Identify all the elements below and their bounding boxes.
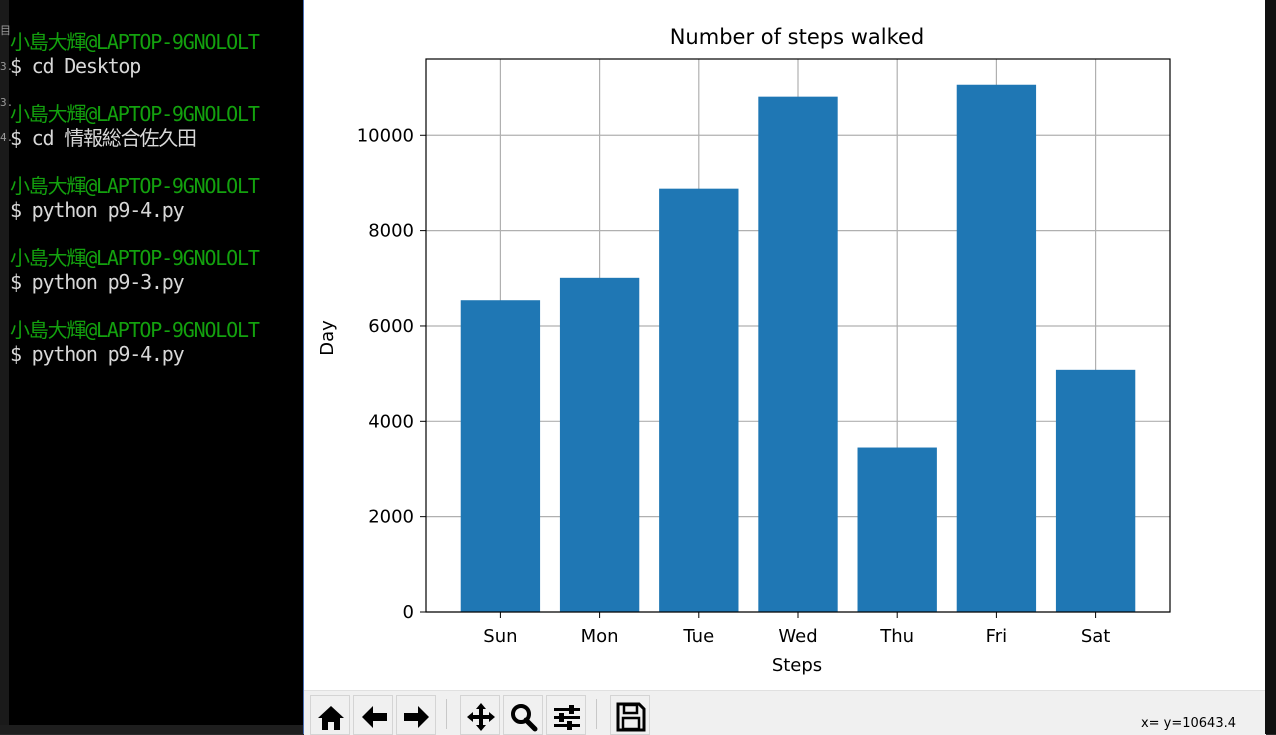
back-button[interactable]	[353, 695, 393, 735]
bar-chart: 0 2000 4000 6000 8000 10000 Sun Mon Tue Wed Thu Fri…	[317, 25, 1171, 676]
cursor-coordinates: x= y=10643.4	[1140, 716, 1236, 731]
bar-wed	[758, 96, 838, 613]
x-tick-label: Wed	[778, 626, 817, 647]
bar-tue	[659, 188, 739, 613]
gutter-mark: 3.	[0, 96, 14, 109]
terminal-prompt: 小島大輝@LAPTOP-9GNOLOLT	[10, 102, 260, 126]
pan-button[interactable]	[460, 695, 500, 735]
terminal-command: $ python p9-3.py	[10, 270, 185, 294]
terminal-command: $ python p9-4.py	[10, 342, 185, 366]
window-edge	[1265, 0, 1276, 734]
x-axis-label: Steps	[772, 655, 822, 676]
bar-fri	[956, 84, 1037, 612]
matplotlib-figure-window: 0 2000 4000 6000 8000 10000 Sun Mon Tue Wed Thu Fri…	[303, 0, 1266, 735]
forward-icon	[404, 706, 429, 728]
subplots-icon	[554, 705, 580, 730]
y-tick-label: 4000	[368, 411, 414, 432]
terminal-prompt: 小島大輝@LAPTOP-9GNOLOLT	[10, 246, 260, 270]
terminal-command: $ python p9-4.py	[10, 198, 185, 222]
chart-title: Number of steps walked	[670, 25, 925, 49]
toolbar-separator	[596, 699, 597, 729]
toolbar-separator	[446, 699, 447, 729]
terminal-window[interactable]: 目 3. 3. 4. 小島大輝@LAPTOP-9GNOLOLT $ cd Desk…	[0, 0, 303, 734]
pan-icon	[467, 703, 495, 731]
terminal-gutter: 目 3. 3. 4.	[0, 0, 13, 734]
terminal-prompt: 小島大輝@LAPTOP-9GNOLOLT	[10, 30, 260, 54]
x-tick-label: Sat	[1081, 626, 1111, 647]
forward-button[interactable]	[396, 695, 436, 735]
configure-subplots-button[interactable]	[546, 695, 586, 735]
terminal-command: $ cd Desktop	[10, 54, 141, 78]
y-tick-label: 0	[403, 602, 414, 623]
x-tick-label: Tue	[682, 626, 714, 647]
gutter-mark: 3.	[0, 60, 14, 73]
terminal-command: $ cd 情報総合佐久田	[10, 126, 197, 150]
bar-thu	[857, 447, 937, 612]
home-button[interactable]	[310, 695, 350, 735]
zoom-icon	[511, 704, 538, 732]
bar-sun	[460, 300, 541, 612]
gutter-mark: 4.	[0, 131, 14, 144]
zoom-button[interactable]	[503, 695, 543, 735]
bar-mon	[559, 277, 640, 612]
home-icon	[318, 706, 344, 730]
y-tick-label: 6000	[368, 316, 414, 337]
terminal-prompt: 小島大輝@LAPTOP-9GNOLOLT	[10, 318, 260, 342]
bars	[460, 84, 1136, 613]
terminal-prompt: 小島大輝@LAPTOP-9GNOLOLT	[10, 174, 260, 198]
axis-ticks: 0 2000 4000 6000 8000 10000 Sun Mon Tue Wed Thu Fri…	[357, 125, 1111, 647]
gutter-mark: 目	[0, 24, 11, 37]
x-tick-label: Fri	[986, 626, 1007, 647]
terminal-bottom-strip	[0, 725, 303, 734]
bar-sat	[1055, 369, 1136, 612]
save-icon	[616, 702, 646, 732]
x-tick-label: Mon	[581, 626, 619, 647]
navigation-toolbar	[304, 690, 1266, 735]
x-tick-label: Thu	[879, 626, 914, 647]
back-icon	[362, 706, 387, 728]
y-tick-label: 8000	[368, 221, 414, 242]
y-tick-label: 10000	[357, 125, 414, 146]
y-tick-label: 2000	[368, 507, 414, 528]
x-tick-label: Sun	[483, 626, 517, 647]
save-button[interactable]	[610, 695, 650, 735]
y-axis-label: Day	[317, 320, 338, 356]
